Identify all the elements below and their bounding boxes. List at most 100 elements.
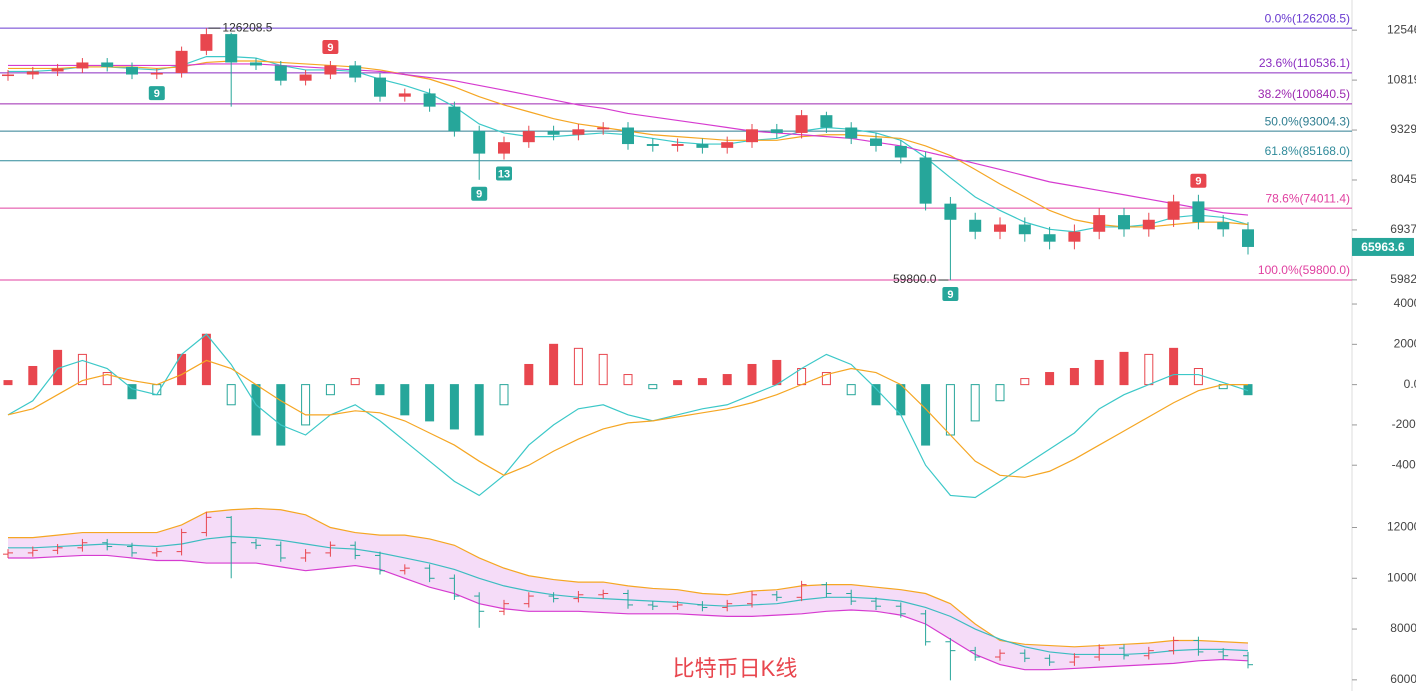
macd-bar [425,384,435,422]
candle-body [547,131,560,135]
td-marker [148,86,165,101]
fib-label: 23.6%(110536.1) [1259,56,1350,70]
macd-bar [201,333,211,386]
candle-body [820,115,833,128]
macd-bar [747,363,757,386]
candle-body [1242,229,1254,247]
macd-bar [524,363,534,386]
boll-line [8,507,1249,648]
macd-bar [896,384,906,416]
candle-body [646,144,659,146]
macd-bar [251,384,261,436]
candle-body [944,203,957,220]
y-tick-label: -4000.0 [1392,457,1416,471]
y-tick-label: 59826.6 [1390,272,1416,286]
candle-body [671,144,684,146]
candle-body [1118,215,1130,230]
candle-body [696,144,709,148]
macd-bar [846,384,856,396]
candle-body [870,138,882,146]
macd-bar [945,384,955,436]
candle-body [1217,222,1230,230]
td-marker-label: 9 [327,42,333,54]
y-tick-label: 60000.0 [1390,672,1416,686]
y-tick-label: 69377.5 [1390,222,1416,236]
macd-bar [325,384,335,396]
candle-body [200,34,213,51]
macd-bar [127,384,137,400]
candle-body [1192,201,1205,223]
y-tick-label: 108191.1 [1387,72,1416,86]
macd-bar [1069,368,1079,386]
candle-body [374,77,386,97]
macd-bar [1020,378,1030,386]
td-marker-label: 9 [1195,176,1201,188]
candle-body [919,157,932,204]
candle-body [473,131,486,154]
macd-bar [1094,359,1104,386]
candle-body [2,74,14,77]
macd-bar [1119,351,1129,386]
candle-body [150,72,163,75]
price-tag-label: 65963.6 [1361,240,1405,254]
td-marker [1190,173,1207,188]
candle-body [299,74,312,81]
ma-line [8,63,1249,216]
macd-bar [970,384,980,422]
macd-bar [772,359,782,386]
y-tick-label: 0.0 [1404,377,1416,391]
td-marker-label: 9 [947,289,953,301]
candle-body [1043,234,1056,242]
macd-bar [499,384,509,406]
macd-bar [3,380,13,386]
candle-body [721,142,734,148]
macd-bar [549,343,559,386]
macd-bar [573,347,583,386]
macd-line [7,359,1248,478]
y-tick-label: 80000.0 [1390,621,1416,635]
boll-line [8,554,1249,671]
candle-body [795,115,808,133]
y-tick-label: 80453.1 [1390,172,1416,186]
macd-bar [871,384,881,406]
macd-bar [673,380,683,386]
candle-body [1068,231,1081,242]
candle-body [770,129,783,133]
fib-label: 50.0%(93004.3) [1265,114,1350,128]
macd-bar [697,378,707,386]
macd-bar [102,372,112,386]
macd-bar [375,384,385,396]
chart-title: 比特币日K线 [673,656,798,681]
candle-body [324,65,337,75]
price-tag [1352,237,1414,256]
td-marker [322,39,339,54]
macd-bar [722,374,732,386]
td-marker-label: 9 [476,189,482,201]
macd-bar [598,353,608,386]
candle-body [1018,224,1031,235]
macd-bar [226,384,236,406]
candle-body [175,50,188,73]
td-marker [942,287,959,302]
macd-bar [449,384,459,430]
macd-line [7,333,1249,499]
td-marker-label: 9 [154,88,160,100]
macd-bar [400,384,410,416]
y-tick-label: 125463.0 [1387,22,1416,36]
low-label: 59800.0 [893,272,937,286]
macd-bar [28,365,38,386]
fib-label: 38.2%(100840.5) [1258,87,1350,101]
macd-bar [1169,347,1179,386]
macd-bar [1045,372,1055,386]
td-marker [471,186,488,201]
candle-body [26,71,39,75]
high-label: 126208.5 [222,20,272,34]
candle-body [1167,201,1180,220]
y-tick-label: 100000.0 [1387,570,1416,584]
macd-bar [1144,353,1154,386]
fib-label: 78.6%(74011.4) [1265,191,1350,205]
macd-bar [821,372,831,386]
macd-bar [623,374,633,386]
candle-body [845,127,858,139]
